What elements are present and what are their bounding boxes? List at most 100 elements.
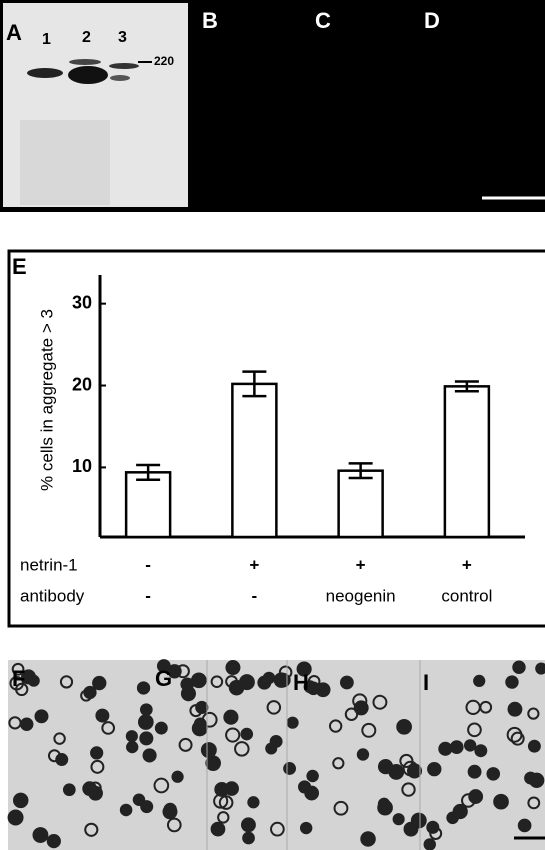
cell xyxy=(379,760,392,773)
cell xyxy=(140,732,152,744)
cell xyxy=(242,818,255,831)
condition-label: - xyxy=(145,586,151,605)
cell xyxy=(469,766,481,778)
row-label: antibody xyxy=(20,586,85,605)
lane-label: 1 xyxy=(42,31,51,48)
cell xyxy=(163,805,176,818)
cell xyxy=(192,673,206,687)
condition-label: neogenin xyxy=(326,586,396,605)
band xyxy=(68,66,108,84)
cell xyxy=(127,742,137,752)
cell xyxy=(425,839,435,849)
bar xyxy=(126,472,170,537)
lane-label: 3 xyxy=(118,29,127,46)
condition-label: - xyxy=(145,555,151,574)
bar xyxy=(445,386,489,537)
panel-label: D xyxy=(424,8,440,33)
condition-label: + xyxy=(249,555,259,574)
cell xyxy=(156,723,167,734)
cell xyxy=(144,749,156,761)
cell xyxy=(139,715,153,729)
cell xyxy=(474,676,484,686)
cell xyxy=(308,683,320,695)
cell xyxy=(394,814,404,824)
cell xyxy=(14,794,27,807)
panel-label: I xyxy=(423,670,429,695)
cell xyxy=(494,795,508,809)
y-axis-title: % cells in aggregate > 3 xyxy=(37,309,56,491)
cell xyxy=(224,711,237,724)
cell xyxy=(138,682,149,693)
panel-label: E xyxy=(12,254,27,279)
y-tick-label: 20 xyxy=(72,374,92,394)
cell xyxy=(141,801,152,812)
cell xyxy=(271,736,282,747)
bar xyxy=(339,471,383,537)
cell xyxy=(56,754,67,765)
bar xyxy=(232,384,276,537)
cell xyxy=(241,729,252,740)
cell xyxy=(48,835,60,847)
cell xyxy=(127,731,137,741)
row-label: netrin-1 xyxy=(20,555,78,574)
lane-label: 2 xyxy=(82,29,91,46)
cell xyxy=(451,741,463,753)
cell xyxy=(33,828,47,842)
cell xyxy=(202,743,216,757)
band xyxy=(110,75,130,81)
band xyxy=(69,59,101,65)
cell xyxy=(307,771,317,781)
cell xyxy=(21,719,32,730)
cell xyxy=(212,823,225,836)
cell xyxy=(341,677,353,689)
cell xyxy=(525,773,536,784)
cell xyxy=(487,768,499,780)
condition-label: - xyxy=(252,586,258,605)
panel-label: A xyxy=(6,20,22,45)
cell xyxy=(172,772,182,782)
band xyxy=(27,68,63,78)
cell xyxy=(439,743,451,755)
cell xyxy=(305,787,318,800)
cell xyxy=(64,784,75,795)
cell xyxy=(361,832,374,845)
cell xyxy=(121,805,132,816)
condition-label: + xyxy=(356,555,366,574)
cell xyxy=(288,718,298,728)
cell xyxy=(36,710,48,722)
y-tick-label: 30 xyxy=(72,292,92,312)
cell xyxy=(475,745,486,756)
cell xyxy=(428,763,440,775)
cell xyxy=(181,679,193,691)
cell xyxy=(96,710,108,722)
cell xyxy=(248,797,258,807)
cell xyxy=(226,661,239,674)
cell xyxy=(379,799,389,809)
cell xyxy=(264,673,274,683)
cell xyxy=(301,823,311,833)
cell xyxy=(141,704,152,715)
condition-label: control xyxy=(441,586,492,605)
cell xyxy=(408,764,421,777)
cell xyxy=(506,676,517,687)
cell xyxy=(529,741,540,752)
cell xyxy=(397,720,411,734)
blot-noise xyxy=(20,120,110,205)
cell xyxy=(9,810,23,824)
cell xyxy=(284,763,295,774)
cell xyxy=(469,790,482,803)
figure: A 1 2 3 220 B C D E % cells in aggregate… xyxy=(0,0,545,850)
cell xyxy=(513,662,524,673)
cell xyxy=(84,687,95,698)
condition-label: + xyxy=(462,555,472,574)
cell xyxy=(465,740,475,750)
panel-label: H xyxy=(293,670,309,695)
marker-label: 220 xyxy=(154,54,174,68)
cell xyxy=(91,747,102,758)
cell xyxy=(83,782,96,795)
page: A 1 2 3 220 B C D E % cells in aggregate… xyxy=(0,0,545,850)
panel-label: F xyxy=(12,666,25,691)
cell xyxy=(405,823,418,836)
cell xyxy=(536,664,545,674)
cell xyxy=(277,674,289,686)
